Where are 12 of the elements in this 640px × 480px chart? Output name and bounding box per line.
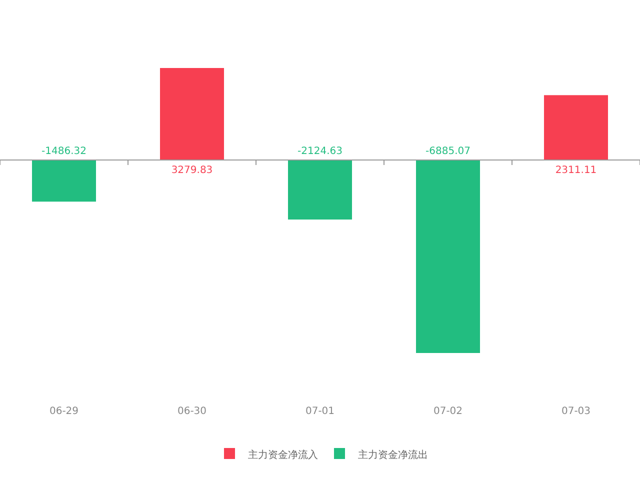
x-tick-label: 06-30 [177,406,207,417]
x-tick-label: 07-03 [561,406,591,417]
x-tick-label: 07-01 [305,406,335,417]
data-label: 3279.83 [171,164,213,176]
data-label: -2124.63 [298,146,342,157]
data-label: -1486.32 [42,146,86,157]
data-label: -6885.07 [426,146,470,157]
legend-label: 主力资金净流入 [248,449,318,461]
legend-label: 主力资金净流出 [358,449,428,461]
x-tick-label: 06-29 [49,406,79,417]
x-tick-label: 07-02 [433,406,463,417]
data-label: 2311.11 [555,164,597,176]
